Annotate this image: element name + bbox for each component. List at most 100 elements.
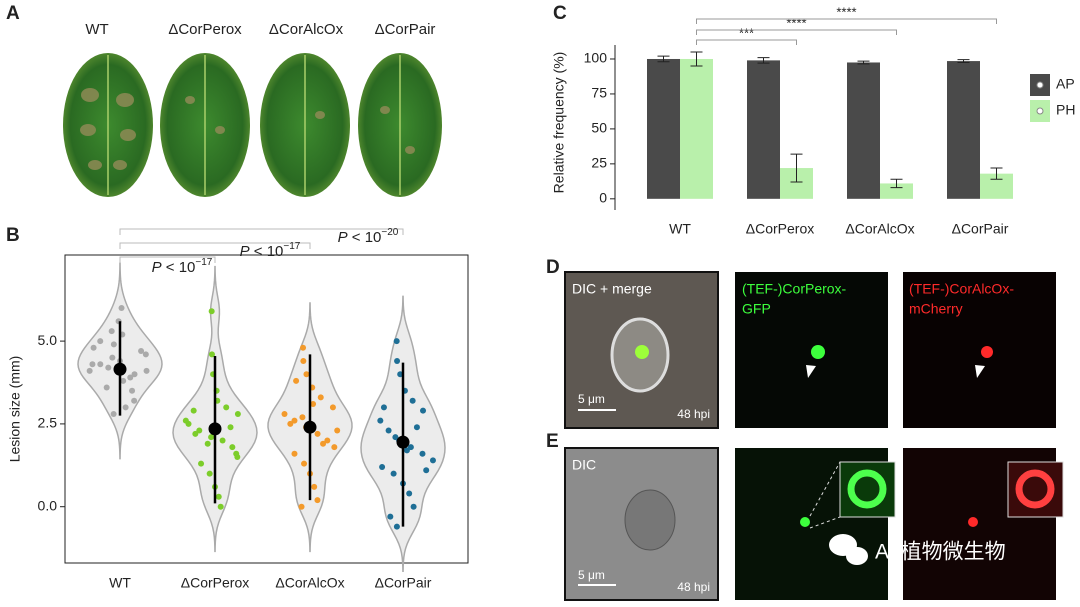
- x-tick-label: ΔCorPerox: [181, 575, 249, 591]
- p-symbol: P: [240, 243, 250, 260]
- data-point: [281, 410, 288, 417]
- significance: ***: [739, 25, 754, 40]
- data-point: [314, 497, 321, 504]
- x-tick-label: ΔCorPair: [952, 221, 1009, 237]
- p-exponent: −17: [283, 241, 300, 252]
- data-point: [429, 457, 436, 464]
- data-point: [406, 490, 413, 497]
- data-point: [299, 414, 306, 421]
- error-bar: [890, 178, 903, 189]
- data-point: [204, 440, 211, 447]
- bar: [947, 61, 980, 199]
- data-point: [393, 523, 400, 530]
- data-point: [131, 371, 138, 378]
- panel-letter: B: [6, 225, 20, 246]
- data-point: [287, 420, 294, 427]
- time-label: 48 hpi: [677, 580, 710, 594]
- data-point: [108, 328, 115, 335]
- data-point: [385, 427, 392, 434]
- data-point: [90, 344, 97, 351]
- bar: [680, 58, 713, 199]
- data-point: [298, 503, 305, 510]
- data-point: [329, 404, 336, 411]
- data-point: [138, 348, 145, 355]
- data-point: [192, 430, 199, 437]
- bracket: [696, 39, 797, 45]
- error-bar: [790, 153, 803, 183]
- panel-letter: D: [546, 257, 560, 278]
- x-tick-label: WT: [669, 221, 691, 237]
- image-title: GFP: [742, 301, 771, 317]
- data-point: [229, 444, 236, 451]
- bracket: [119, 242, 311, 249]
- data-point: [419, 450, 426, 457]
- data-point: [215, 493, 222, 500]
- bracket: [696, 29, 897, 35]
- bar: [880, 183, 913, 199]
- error-bar: [690, 51, 703, 67]
- data-point: [129, 387, 136, 394]
- error-bar: [857, 60, 870, 65]
- data-point: [300, 344, 307, 351]
- data-point: [320, 440, 327, 447]
- y-tick-label: 75: [591, 85, 607, 101]
- x-tick-label: ΔCorPerox: [746, 221, 814, 237]
- data-point: [190, 407, 197, 414]
- data-point: [196, 427, 203, 434]
- p-symbol: P: [152, 259, 162, 276]
- x-tick-label: ΔCorAlcOx: [845, 221, 914, 237]
- leaf-label: ΔCorAlcOx: [269, 21, 344, 38]
- y-tick-label: 2.5: [38, 415, 58, 431]
- panel-letter: A: [6, 3, 20, 24]
- y-tick-label: 25: [591, 155, 607, 171]
- y-tick-label: 0.0: [38, 497, 58, 513]
- data-point: [293, 377, 300, 384]
- bar: [847, 62, 880, 199]
- data-point: [291, 417, 298, 424]
- bracket: [119, 256, 216, 263]
- y-axis-title: Lesion size (mm): [7, 356, 23, 463]
- data-point: [143, 367, 150, 374]
- data-point: [291, 450, 298, 457]
- y-tick-label: 5.0: [38, 332, 58, 348]
- data-point: [394, 357, 401, 364]
- mean: [396, 435, 410, 449]
- data-point: [182, 417, 189, 424]
- data-point: [377, 417, 384, 424]
- data-point: [314, 430, 321, 437]
- y-tick-label: 0: [599, 190, 607, 206]
- significance: ****: [836, 4, 856, 19]
- image-title: DIC: [572, 457, 596, 473]
- leaf-label: WT: [85, 21, 108, 38]
- data-point: [122, 404, 129, 411]
- bracket: [696, 18, 997, 24]
- micrographs: [564, 271, 1064, 601]
- data-point: [97, 338, 104, 345]
- bracket: [119, 228, 404, 235]
- data-point: [110, 341, 117, 348]
- data-point: [310, 401, 317, 408]
- data-point: [423, 467, 430, 474]
- mean: [113, 362, 127, 376]
- data-point: [120, 377, 127, 384]
- data-point: [317, 394, 324, 401]
- image-title: (TEF-)CorAlcOx-: [909, 281, 1014, 297]
- x-tick-label: WT: [109, 575, 131, 591]
- significance: ****: [786, 15, 806, 30]
- data-point: [409, 397, 416, 404]
- p-symbol: P: [338, 229, 348, 246]
- data-point: [393, 338, 400, 345]
- data-point: [103, 384, 110, 391]
- legend-dot: [1036, 107, 1044, 115]
- p-value: P < 10−17: [240, 241, 301, 260]
- plot-frame: [64, 254, 469, 564]
- data-point: [234, 410, 241, 417]
- p-text: < 10: [348, 229, 382, 246]
- data-point: [331, 444, 338, 451]
- data-point: [110, 410, 117, 417]
- mean: [208, 422, 222, 436]
- data-point: [380, 404, 387, 411]
- data-point: [105, 364, 112, 371]
- data-point: [227, 424, 234, 431]
- scale-label: 5 μm: [578, 568, 605, 582]
